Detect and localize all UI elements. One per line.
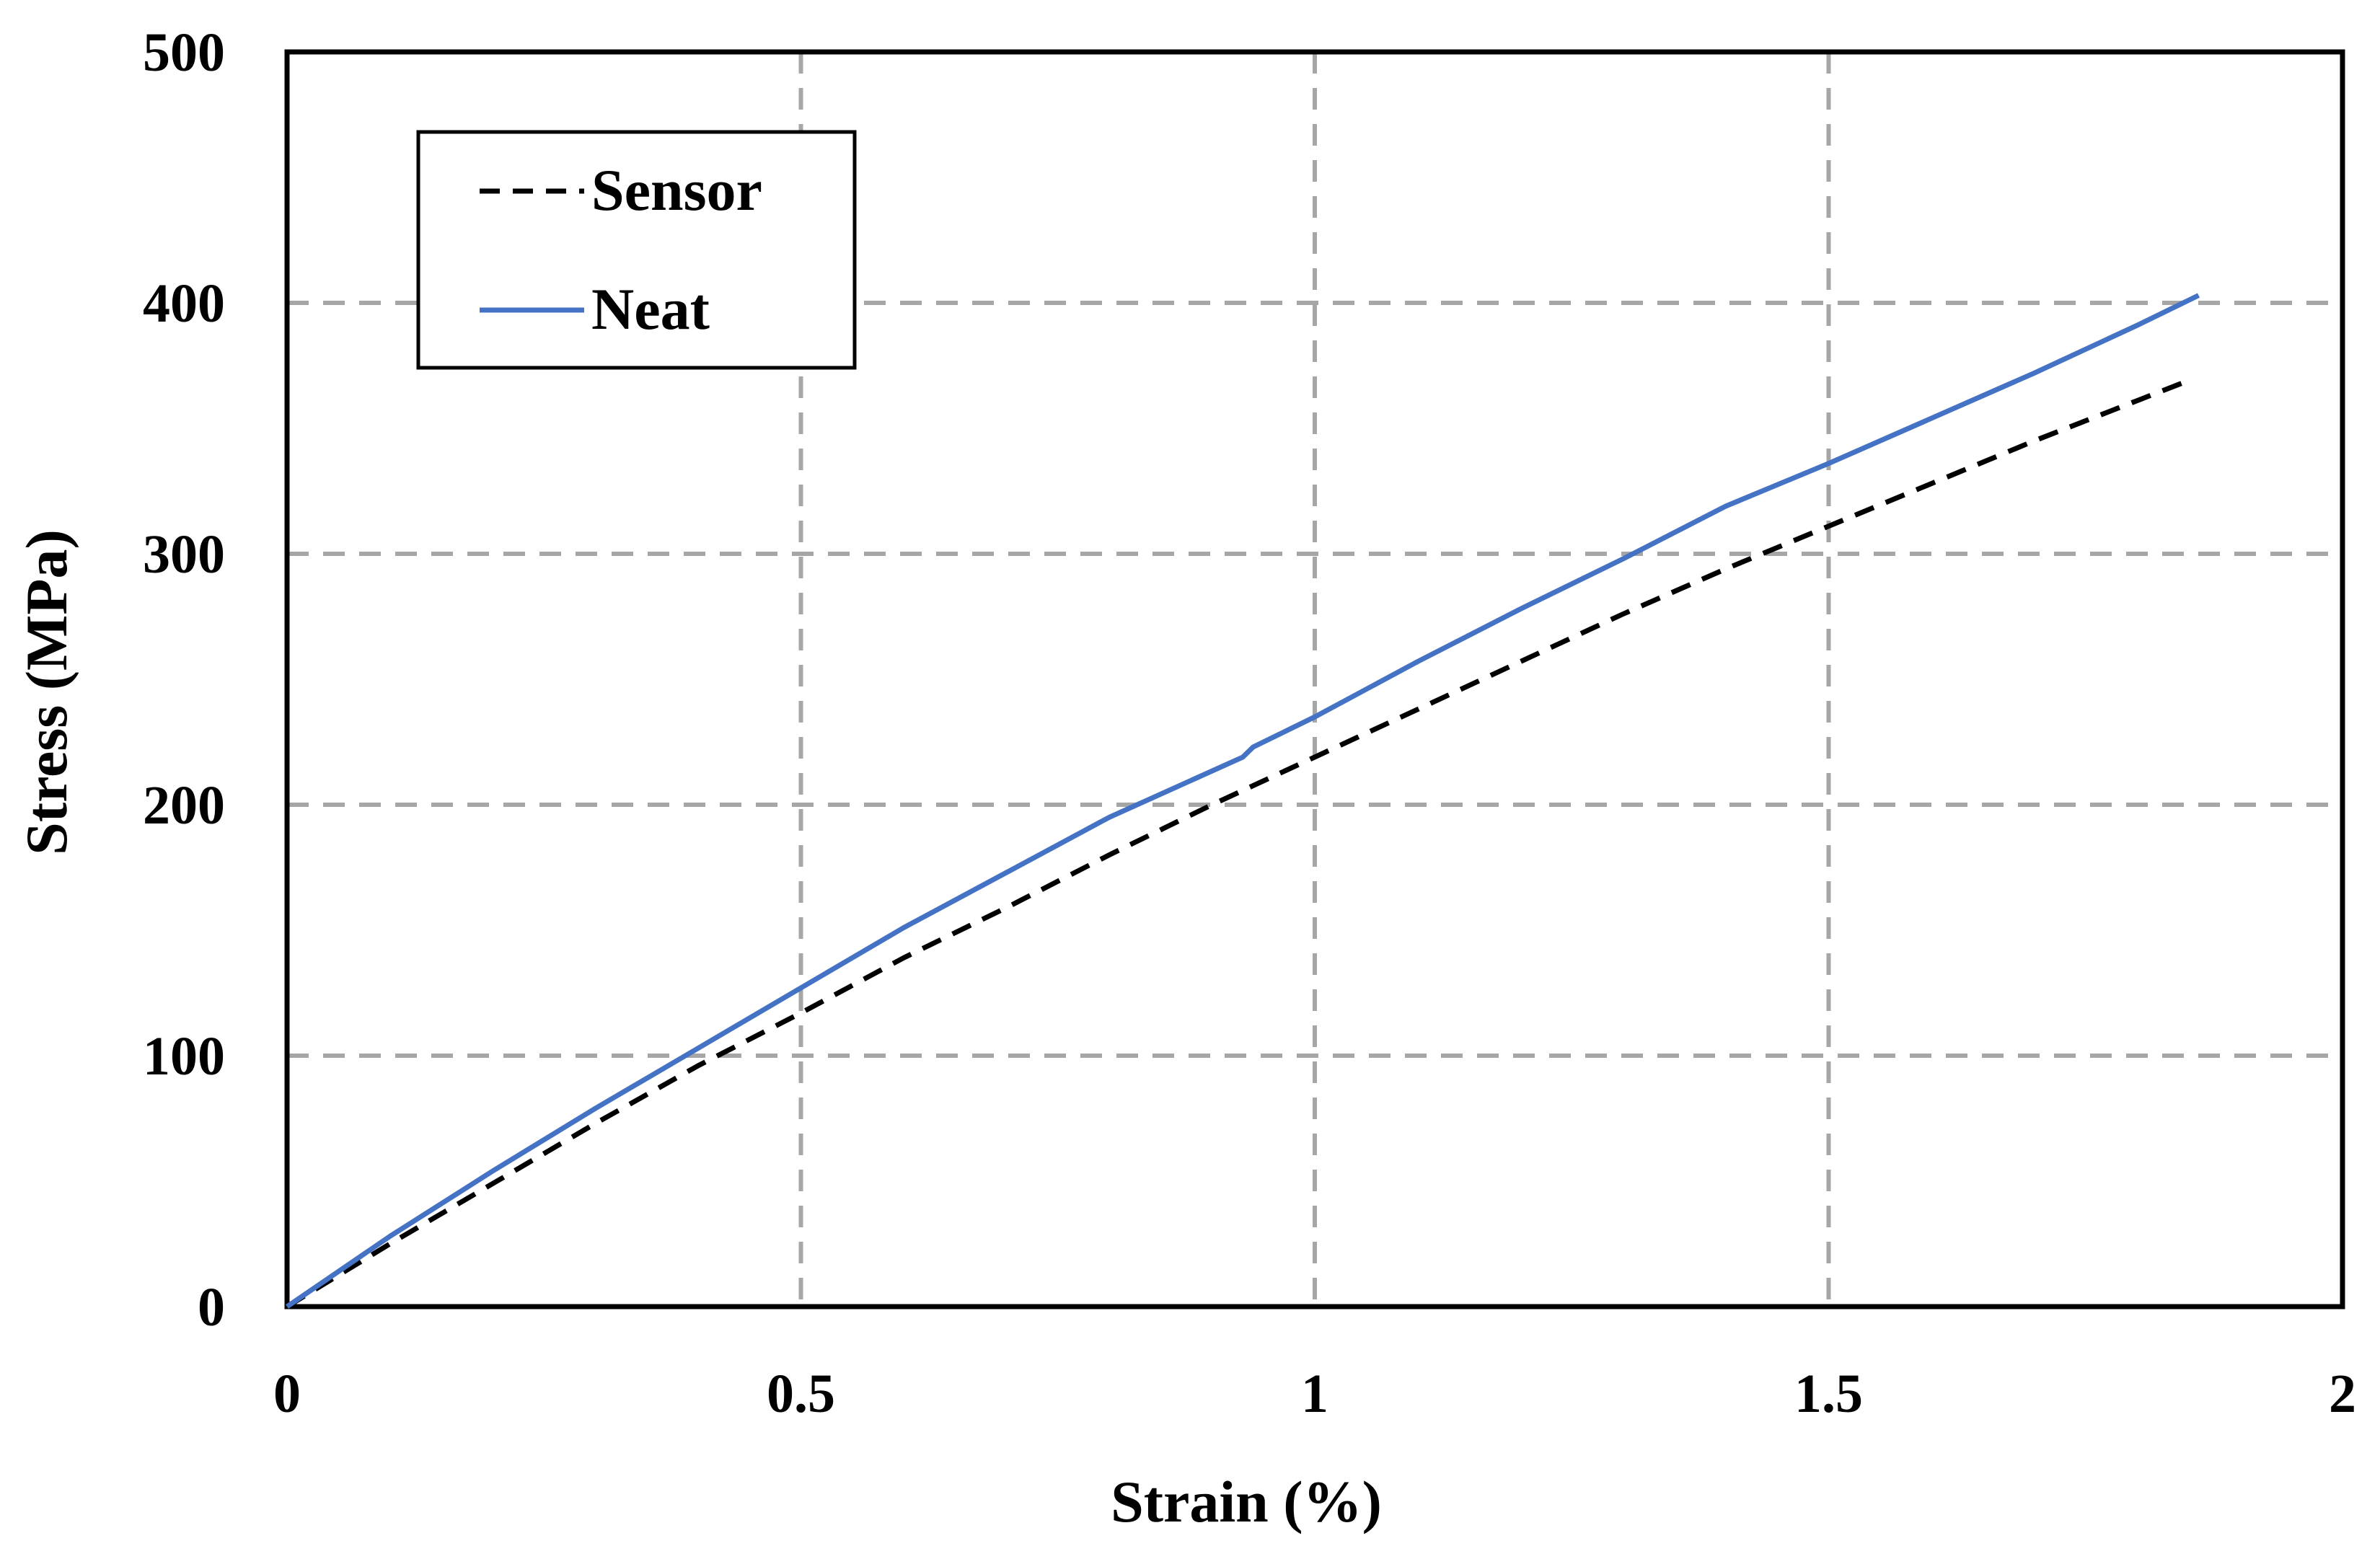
x-tick-label: 0 (273, 1364, 301, 1424)
legend: Sensor Neat (416, 130, 857, 370)
legend-box (416, 130, 857, 370)
y-tick-label: 100 (143, 1026, 225, 1087)
legend-label-neat: Neat (591, 276, 710, 342)
series-lines (286, 293, 2200, 1309)
x-tick-label: 1.5 (1794, 1364, 1863, 1424)
y-tick-label: 400 (143, 273, 225, 334)
legend-label-sensor: Sensor (591, 157, 762, 223)
y-axis-ticks: 0 100 200 300 400 500 (143, 22, 225, 1338)
y-tick-label: 200 (143, 775, 225, 836)
x-tick-label: 1 (1301, 1364, 1328, 1424)
x-tick-label: 2 (2329, 1364, 2356, 1424)
y-tick-label: 500 (143, 22, 225, 83)
x-tick-label: 0.5 (767, 1364, 835, 1424)
series-line-neat (286, 293, 2200, 1309)
y-tick-label: 300 (143, 524, 225, 585)
y-tick-label: 0 (198, 1277, 225, 1338)
x-axis-title: Strain (%) (1111, 1469, 1382, 1534)
series-line-sensor (286, 378, 2190, 1309)
y-axis-title: Stress (MPa) (14, 529, 79, 855)
x-axis-ticks: 0 0.5 1 1.5 2 (273, 1364, 2356, 1424)
plot-area-frame (284, 49, 2345, 1310)
